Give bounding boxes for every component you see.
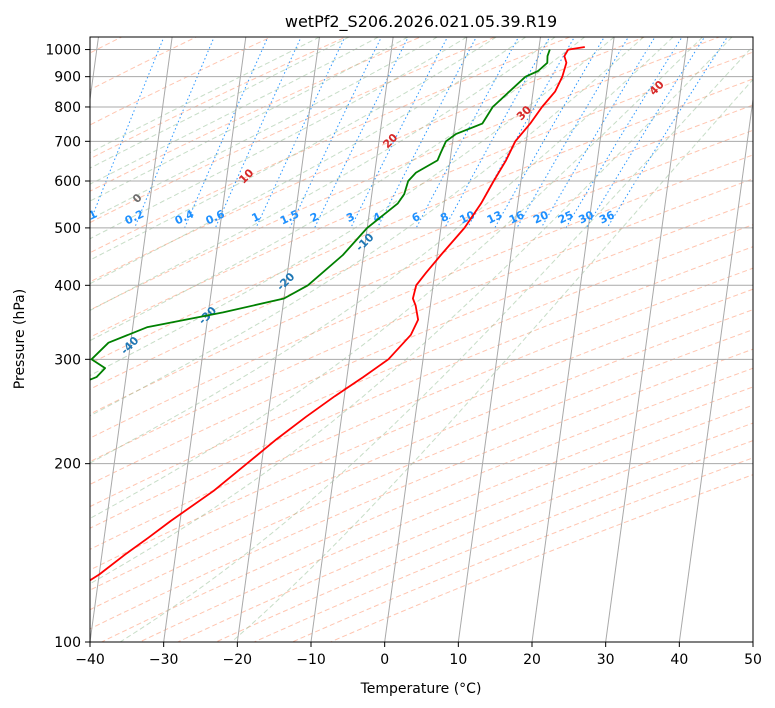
x-axis-label: Temperature (°C) — [360, 681, 482, 697]
dry-adiabat-line — [90, 37, 422, 192]
dry-adiabat-line — [90, 201, 753, 485]
series-layer — [90, 46, 585, 582]
moist-adiabat-line — [90, 37, 526, 285]
moist-adiabat-line — [90, 37, 733, 585]
moist-adiabat-line — [90, 37, 379, 185]
dry-adiabat-line — [90, 78, 753, 365]
y-tick-label: 300 — [54, 352, 81, 368]
moist-adiabat-line — [90, 37, 409, 202]
y-tick-label: 200 — [54, 457, 81, 473]
moist-adiabat-line — [90, 37, 556, 311]
x-tick-label: −10 — [296, 652, 326, 668]
isotherm-line — [310, 37, 394, 642]
x-tick-label: 40 — [670, 652, 688, 668]
isotherm-line — [678, 95, 753, 642]
y-tick-label: 900 — [54, 70, 81, 86]
dry-adiabat-line — [90, 37, 497, 224]
mixing-ratio-label: 20 — [531, 208, 551, 226]
dry-adiabat-line — [90, 329, 753, 611]
dry-adiabat-line — [90, 154, 753, 439]
y-tick-label: 100 — [54, 635, 81, 651]
isotherm-line — [163, 37, 247, 642]
dewpoint-profile-line — [90, 49, 551, 381]
x-tick-label: 20 — [523, 652, 541, 668]
mixing-ratio-label: 13 — [485, 208, 504, 226]
dry-adiabat-line — [176, 404, 753, 642]
dry-adiabat-line — [138, 386, 753, 642]
plot-frame — [89, 36, 754, 643]
dry-adiabat-line — [90, 224, 753, 508]
dry-adiabat-line — [214, 422, 753, 642]
moist-adiabat-line — [90, 37, 438, 220]
y-tick-label: 800 — [54, 100, 81, 116]
moist-adiabat-line — [90, 37, 350, 169]
dry-adiabat-line — [100, 367, 753, 642]
y-tick-label: 700 — [54, 134, 81, 150]
dry-adiabat-line — [90, 37, 721, 311]
mixing-ratio-label: 0.1 — [76, 207, 99, 227]
temperature-profile-line — [90, 46, 585, 582]
isotherm-line — [457, 37, 541, 642]
dry-adiabat-line — [90, 51, 753, 338]
x-tick-label: −30 — [149, 652, 179, 668]
x-tick-label: −40 — [75, 652, 105, 668]
x-tick-label: 50 — [744, 652, 762, 668]
isotherm-line — [384, 37, 468, 642]
dry-adiabat-line — [90, 37, 646, 283]
mixing-ratio-label: 30 — [576, 208, 596, 226]
chart-title: wetPf2_S206.2026.021.05.39.R19 — [285, 12, 557, 32]
x-tick-label: 30 — [597, 652, 615, 668]
dry-adiabat-line — [253, 440, 753, 642]
dry-adiabat-line — [291, 457, 753, 642]
isotherm-line — [531, 37, 615, 642]
y-tick-label: 500 — [54, 221, 81, 237]
moist-adiabat-line — [90, 37, 497, 261]
moist-adiabat-line — [90, 37, 468, 240]
y-tick-label: 400 — [54, 278, 81, 294]
dry-adiabat-line — [90, 309, 753, 591]
y-axis-ticks: 100 200 300 400 500 600 700 800 900 1000 — [45, 43, 90, 651]
moist-adiabat-line — [119, 45, 753, 642]
moist-adiabat-line — [90, 37, 644, 417]
isotherm-line — [605, 37, 689, 642]
dry-adiabat-line — [90, 348, 753, 630]
x-tick-label: 0 — [380, 652, 389, 668]
moist-adiabat-line — [231, 78, 753, 642]
grid-layer — [90, 37, 753, 642]
mixing-ratio-label: 25 — [556, 208, 575, 226]
dry-adiabat-line — [90, 267, 753, 550]
x-axis-ticks: −40 −30 −20 −10 0 10 20 30 40 50 — [75, 642, 762, 668]
x-tick-label: −20 — [223, 652, 253, 668]
dry-adiabat-line — [90, 288, 753, 571]
mixing-ratio-label: 10 — [458, 208, 478, 226]
x-tick-label: 10 — [449, 652, 467, 668]
mixing-ratio-label: 16 — [507, 208, 527, 226]
dry-adiabat-line — [90, 104, 753, 390]
y-axis-label: Pressure (hPa) — [12, 289, 28, 389]
moist-adiabat-line — [90, 37, 615, 377]
y-tick-label: 1000 — [45, 43, 81, 59]
isotherm-line — [236, 37, 320, 642]
dry-adiabat-line — [90, 37, 572, 254]
isotherm-line — [90, 37, 173, 642]
moist-adiabat-line — [90, 37, 703, 520]
mixing-ratio-label: 36 — [597, 208, 617, 226]
y-tick-label: 600 — [54, 174, 81, 190]
